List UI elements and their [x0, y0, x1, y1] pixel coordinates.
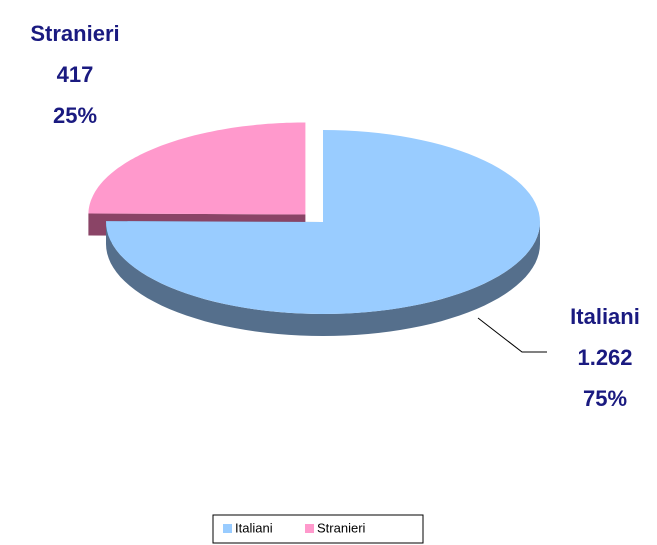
- legend-box: [212, 514, 424, 544]
- legend-swatch: [223, 524, 232, 533]
- slice-wall: [106, 222, 540, 336]
- legend-label: Stranieri: [317, 520, 366, 535]
- legend-swatch: [305, 524, 314, 533]
- slice: [106, 130, 540, 314]
- leader-line: [477, 317, 547, 353]
- legend-label: Italiani: [235, 520, 273, 535]
- slice: [88, 122, 306, 215]
- percent-label: 25%: [53, 103, 97, 128]
- value-label: 1.262: [577, 345, 632, 370]
- value-label: 417: [57, 62, 94, 87]
- slice-label: Stranieri: [30, 21, 119, 46]
- slice-label: Italiani: [570, 304, 640, 329]
- percent-label: 75%: [583, 386, 627, 411]
